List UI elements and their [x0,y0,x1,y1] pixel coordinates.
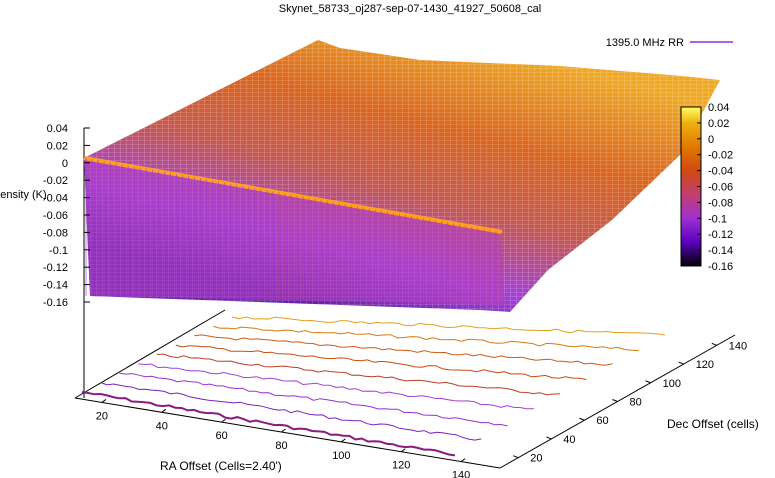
z-tick-label: 0.02 [47,140,68,152]
colorbar-tick-label: -0.12 [708,229,733,241]
x-tick-label: 40 [156,420,168,432]
colorbar-tick-label: -0.14 [708,245,733,257]
contour-line [175,344,587,380]
colorbar: 0.04 0.02 0 -0.02 -0.04 -0.06 -0.08 -0.1 -0.12 -0… [680,102,733,273]
z-tick-label: 0 [62,158,68,170]
z-tick-label: -0.1 [49,245,68,257]
x-tick-label: 20 [96,410,108,422]
colorbar-tick-label: -0.1 [708,213,727,225]
chart-title: Skynet_58733_oj287-sep-07-1430_41927_506… [279,3,541,15]
legend-label: 1395.0 MHz RR [606,37,684,49]
y-tick-label: 100 [663,378,681,390]
y-axis-ticks: 20 40 60 80 100 120 140 [513,340,747,465]
colorbar-tick-label: -0.06 [708,182,733,194]
colorbar-tick-label: 0.02 [708,118,729,130]
y-tick-label: 120 [696,359,714,371]
y-tick-mark [711,342,717,346]
y-tick-label: 80 [630,397,642,409]
z-axis-label: Intensity (K) [0,189,47,201]
colorbar-tick-label: -0.04 [708,166,733,178]
contour-line [81,391,456,457]
y-tick-label: 140 [729,340,747,352]
surface-ridge-top [83,156,503,234]
colorbar-tick-label: -0.16 [708,261,733,273]
contour-line [100,382,482,441]
ridge-drop-lines [85,158,503,305]
colorbar-tick-label: 0.04 [708,102,729,114]
y-axis-label: Dec Offset (cells) [667,417,759,431]
x-tick-label: 120 [392,460,410,472]
legend: 1395.0 MHz RR [606,37,733,49]
x-axis-label: RA Offset (Cells=2.40') [160,459,282,473]
x-tick-mark [221,418,226,423]
y-tick-mark [645,380,651,384]
x-axis-ticks: 20 40 60 80 100 120 140 [96,399,470,478]
y-tick-label: 60 [596,415,608,427]
z-tick-label: -0.04 [43,193,68,205]
z-tick-label: -0.06 [43,210,68,222]
x-tick-mark [161,408,167,413]
x-tick-label: 80 [275,440,287,452]
x-tick-mark [281,428,286,433]
z-axis-ticks: 0.04 0.02 0 -0.02 -0.04 -0.06 -0.08 -0.1 -0.12 -0… [43,123,90,309]
contour-lines [81,316,666,457]
y-tick-mark [678,361,684,365]
x-tick-mark [341,438,346,443]
y-tick-mark [612,399,618,402]
x-tick-label: 140 [452,470,470,478]
z-tick-label: -0.02 [43,175,68,187]
z-tick-label: -0.12 [43,262,68,274]
z-tick-label: -0.14 [43,280,68,292]
contour-line [194,334,613,366]
contour-line [138,363,534,410]
z-tick-label: -0.16 [43,297,68,309]
contour-line [213,325,639,352]
y-tick-label: 20 [530,453,542,465]
colorbar-ticks: 0.04 0.02 0 -0.02 -0.04 -0.06 -0.08 -0.1 -0.12 -0… [697,102,733,273]
y-tick-label: 40 [563,434,575,446]
colorbar-tick-label: -0.02 [708,150,733,162]
contour-line [119,372,508,427]
y-tick-mark [513,455,519,459]
z-tick-label: 0.04 [47,123,68,135]
colorbar-tick-label: 0 [708,134,714,146]
z-tick-label: -0.08 [43,227,68,239]
x-tick-mark [101,399,107,403]
y-tick-mark [546,436,552,440]
x-tick-mark [460,458,466,462]
contour-line [231,316,666,336]
x-tick-label: 100 [332,450,350,462]
y-tick-mark [579,417,585,421]
colorbar-tick-label: -0.08 [708,197,733,209]
contour-line [156,353,561,396]
x-tick-mark [400,448,406,453]
x-tick-label: 60 [216,430,228,442]
